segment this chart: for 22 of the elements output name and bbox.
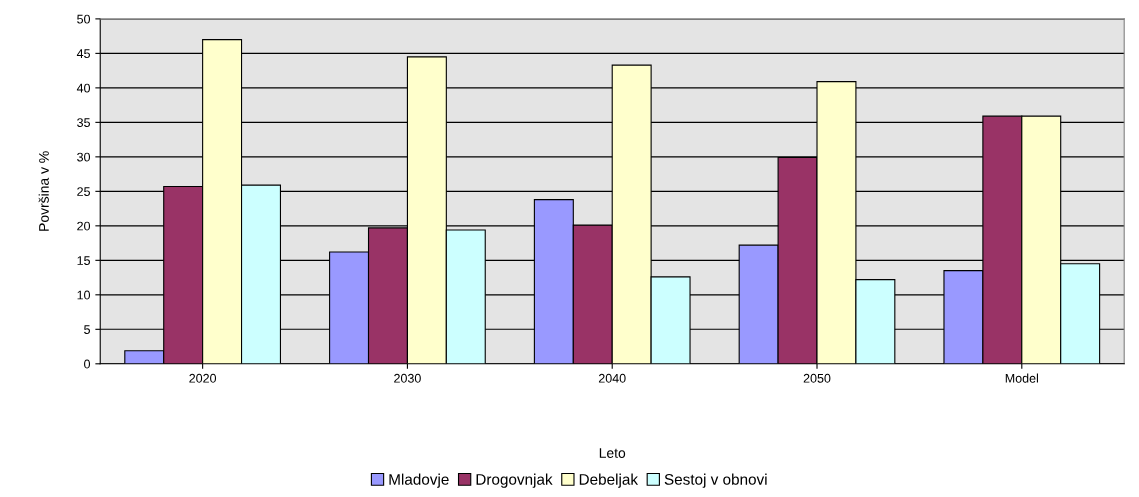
x-tick-label: Model — [1005, 373, 1038, 383]
y-tick-label: 25 — [77, 187, 90, 196]
y-tick-label: 30 — [77, 152, 91, 162]
y-tick-label: 20 — [77, 221, 91, 231]
x-tick-label: 2040 — [598, 373, 626, 383]
y-axis-title: Površina v % — [38, 151, 49, 231]
x-tick-label: 2030 — [394, 373, 421, 383]
legend-label: Debeljak — [579, 473, 639, 488]
y-tick-label: 5 — [84, 325, 90, 334]
y-tick-label: 15 — [77, 256, 90, 265]
legend-label: Drogovnjak — [476, 473, 553, 488]
y-tick-label: 0 — [84, 359, 91, 369]
y-tick-label: 45 — [76, 49, 90, 59]
x-tick-label: 2050 — [803, 373, 831, 383]
y-tick-label: 40 — [76, 83, 91, 93]
x-axis-title: Leto — [599, 448, 626, 458]
y-tick-label: 10 — [77, 290, 91, 300]
legend-label: Sestoj v obnovi — [664, 473, 767, 488]
legend-label: Mladovje — [389, 473, 449, 488]
y-tick-label: 35 — [77, 118, 90, 128]
x-tick-label: 2020 — [189, 373, 217, 383]
y-tick-label: 50 — [77, 14, 91, 24]
